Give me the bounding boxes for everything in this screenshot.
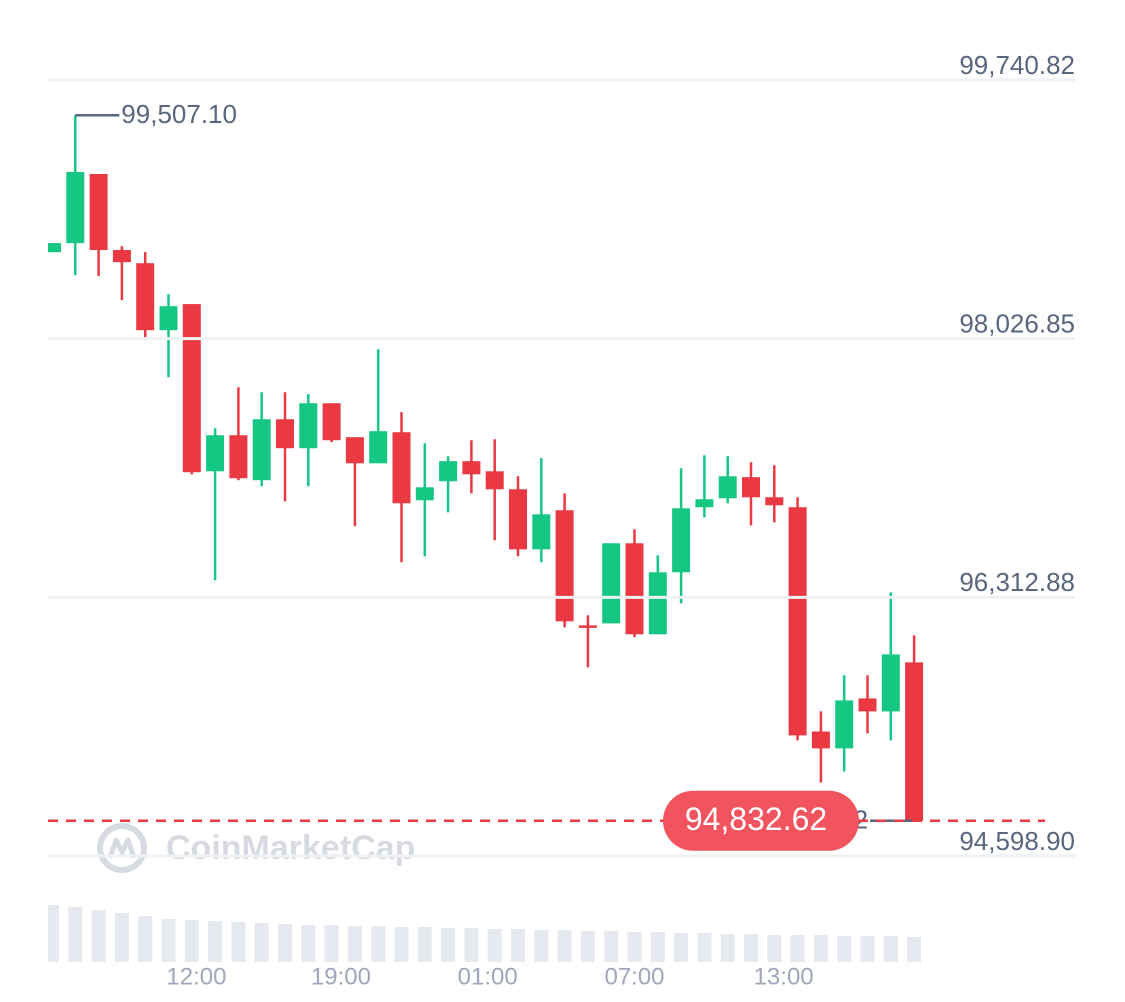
- volume-bar: [837, 936, 852, 962]
- candle-body: [905, 662, 924, 821]
- candle-body: [182, 304, 201, 473]
- volume-bar: [184, 920, 199, 962]
- volume-bar: [650, 932, 665, 962]
- watermark-logo-mark: [107, 837, 137, 859]
- volume-bar: [464, 928, 479, 962]
- candle-body: [369, 431, 388, 464]
- candle-body: [159, 306, 178, 331]
- candle-body: [742, 477, 760, 498]
- volume-bar: [324, 925, 339, 962]
- volume-bar: [417, 927, 432, 962]
- candle-body: [858, 698, 877, 712]
- volume-bar: [48, 905, 59, 962]
- volume-bar: [278, 924, 292, 962]
- y-tick-label: 94,598.90: [959, 826, 1075, 856]
- y-tick-label: 96,312.88: [959, 567, 1075, 597]
- volume-bar: [161, 919, 176, 962]
- candle-body: [345, 437, 364, 464]
- volume-bar: [744, 934, 758, 962]
- volume-bar: [511, 929, 525, 962]
- volume-bar: [627, 932, 642, 962]
- x-tick-label: 19:00: [311, 963, 371, 990]
- volume-bar: [254, 923, 269, 962]
- candle-body: [578, 625, 597, 628]
- watermark: CoinMarketCap: [97, 823, 415, 873]
- volume-bar: [231, 922, 246, 962]
- candle-body: [439, 461, 458, 482]
- volume-bar: [114, 913, 129, 962]
- watermark-text: CoinMarketCap: [166, 829, 415, 867]
- volume-bar: [697, 933, 712, 962]
- volume-bar: [301, 925, 316, 962]
- candle-body: [392, 432, 411, 504]
- x-tick-label: 12:00: [166, 963, 226, 990]
- y-tick-label: 99,740.82: [959, 50, 1075, 80]
- candle-body: [718, 476, 737, 499]
- volume-bar: [767, 935, 782, 962]
- candle-body: [648, 572, 667, 635]
- volume-bar: [441, 928, 456, 962]
- candle-body: [66, 172, 85, 244]
- candle-body: [276, 419, 294, 449]
- candle-body: [532, 514, 551, 550]
- last-price-tag: [663, 790, 859, 851]
- volume-bar: [557, 930, 572, 962]
- candle-body: [206, 435, 225, 472]
- volume-bar: [534, 930, 549, 962]
- candle-body: [695, 499, 714, 508]
- watermark-logo: [97, 823, 147, 873]
- candle-body: [229, 435, 248, 479]
- candle-body: [299, 403, 318, 449]
- candle-body: [136, 263, 155, 331]
- candle-body: [322, 403, 341, 441]
- volume-bar: [604, 931, 619, 962]
- candle-body: [89, 173, 108, 251]
- volume-bar: [68, 907, 83, 962]
- candle-body: [835, 700, 854, 749]
- candle-body: [112, 250, 131, 263]
- volume-bar: [371, 926, 386, 962]
- plot: [48, 115, 924, 962]
- candle-body: [48, 243, 61, 253]
- candle-body: [462, 461, 481, 475]
- x-tick-label: 13:00: [754, 963, 814, 990]
- volume-bar: [208, 921, 223, 962]
- volume-bar: [138, 916, 153, 962]
- volume-bar: [347, 926, 362, 962]
- candle-body: [811, 731, 830, 749]
- candle-body: [415, 487, 434, 501]
- volume-bar: [674, 933, 689, 962]
- volume-bar: [91, 910, 106, 962]
- last-price-label: 94,832.62: [685, 801, 827, 837]
- candle-body: [485, 471, 504, 490]
- volume-bar: [860, 936, 875, 962]
- candle-body: [765, 497, 784, 506]
- y-tick-label: 98,026.85: [959, 309, 1075, 339]
- candle-body: [555, 510, 574, 622]
- candle-body: [788, 507, 807, 736]
- volume-bar: [883, 936, 898, 962]
- candle-body: [672, 508, 691, 573]
- candle-body: [881, 654, 900, 712]
- candle-body: [252, 419, 271, 481]
- volume-bar: [720, 934, 735, 962]
- volume-bar: [790, 935, 805, 962]
- volume-bar: [580, 931, 595, 962]
- x-tick-label: 01:00: [458, 963, 518, 990]
- candle-body: [509, 489, 527, 550]
- volume-bar: [813, 935, 828, 962]
- candle-body: [625, 543, 644, 635]
- volume-bar: [394, 927, 409, 962]
- high-label: 99,507.10: [121, 99, 237, 129]
- x-tick-label: 07:00: [604, 963, 664, 990]
- candle-body: [602, 543, 621, 624]
- volume-bar: [907, 937, 922, 962]
- volume-bar: [487, 929, 502, 962]
